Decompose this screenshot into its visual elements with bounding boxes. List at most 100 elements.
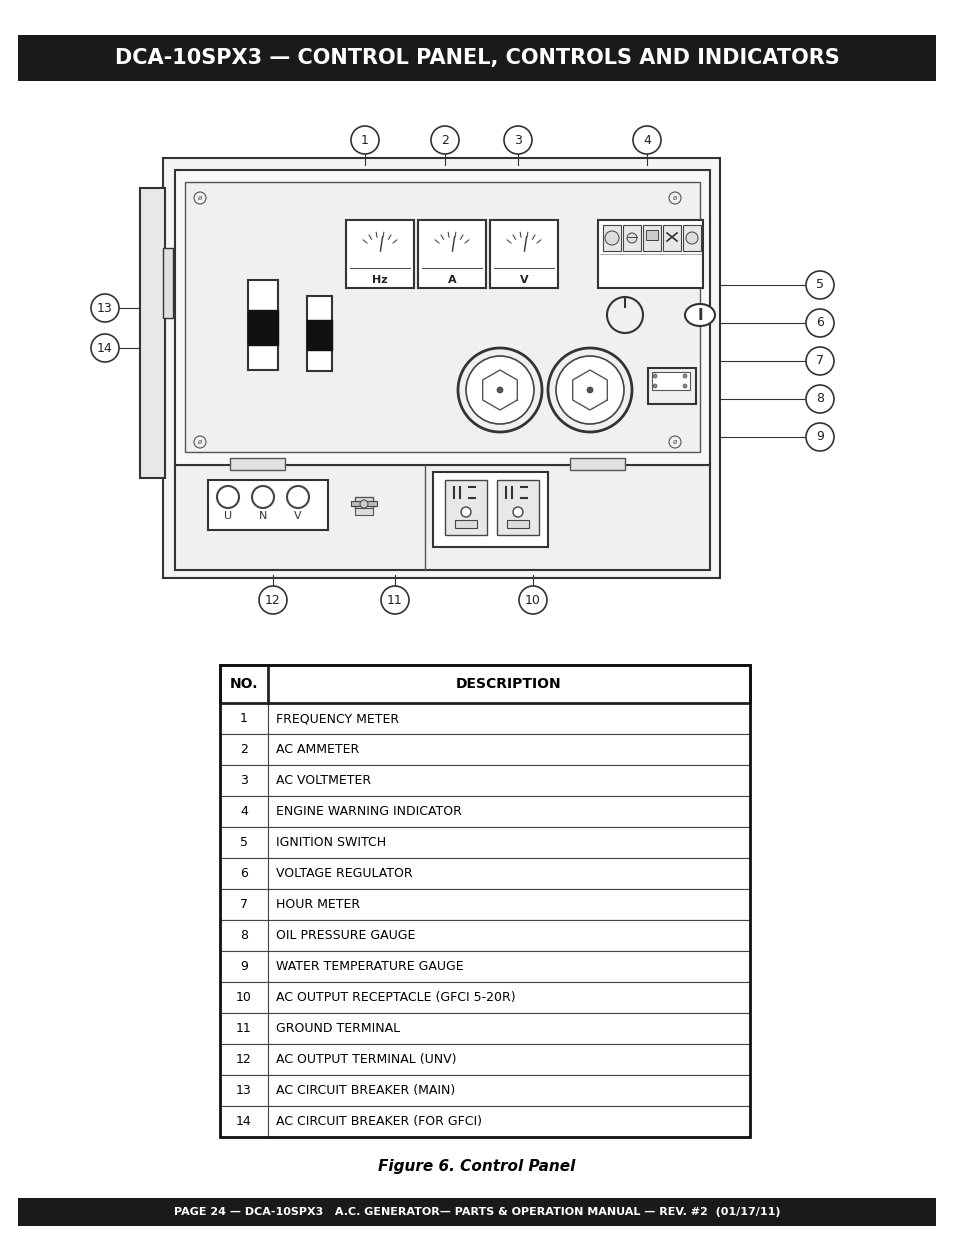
- Text: 9: 9: [815, 431, 823, 443]
- Circle shape: [287, 487, 309, 508]
- Bar: [645, 230, 658, 240]
- Bar: [220, 827, 749, 858]
- Circle shape: [626, 233, 637, 243]
- Text: ø: ø: [197, 195, 202, 201]
- Bar: [220, 1013, 749, 1044]
- Text: 3: 3: [514, 133, 521, 147]
- Circle shape: [556, 356, 623, 424]
- Circle shape: [586, 387, 593, 393]
- Circle shape: [652, 374, 657, 378]
- Text: 11: 11: [387, 594, 402, 606]
- Text: 3: 3: [240, 774, 248, 787]
- Text: PAGE 24 — DCA-10SPX3   A.C. GENERATOR— PARTS & OPERATION MANUAL — REV. #2  (01/1: PAGE 24 — DCA-10SPX3 A.C. GENERATOR— PAR…: [173, 1207, 780, 1216]
- Circle shape: [252, 487, 274, 508]
- Circle shape: [668, 191, 680, 204]
- Bar: [497, 480, 538, 535]
- Bar: [220, 1074, 749, 1107]
- Bar: [220, 858, 749, 889]
- Circle shape: [513, 508, 522, 517]
- Text: 5: 5: [815, 279, 823, 291]
- Text: 2: 2: [440, 133, 449, 147]
- Text: 12: 12: [265, 594, 280, 606]
- Circle shape: [805, 347, 833, 375]
- Bar: [220, 664, 749, 1137]
- Circle shape: [460, 508, 471, 517]
- Text: 6: 6: [815, 316, 823, 330]
- Bar: [506, 520, 529, 529]
- Circle shape: [547, 348, 631, 432]
- Bar: [355, 508, 373, 515]
- Text: AC CIRCUIT BREAKER (FOR GFCI): AC CIRCUIT BREAKER (FOR GFCI): [275, 1115, 481, 1128]
- Circle shape: [805, 385, 833, 412]
- Circle shape: [805, 309, 833, 337]
- Bar: [662, 225, 680, 251]
- Circle shape: [805, 270, 833, 299]
- Text: ENGINE WARNING INDICATOR: ENGINE WARNING INDICATOR: [275, 805, 461, 818]
- Text: 4: 4: [240, 805, 248, 818]
- Bar: [220, 982, 749, 1013]
- Ellipse shape: [684, 304, 714, 326]
- Text: 7: 7: [815, 354, 823, 368]
- Text: AC AMMETER: AC AMMETER: [275, 743, 359, 756]
- Text: AC OUTPUT RECEPTACLE (GFCI 5-20R): AC OUTPUT RECEPTACLE (GFCI 5-20R): [275, 990, 515, 1004]
- Circle shape: [668, 436, 680, 448]
- Circle shape: [359, 500, 368, 508]
- Circle shape: [518, 585, 546, 614]
- Text: 13: 13: [236, 1084, 252, 1097]
- Circle shape: [805, 424, 833, 451]
- Text: 4: 4: [642, 133, 650, 147]
- Bar: [220, 1107, 749, 1137]
- Circle shape: [457, 348, 541, 432]
- Bar: [220, 734, 749, 764]
- Bar: [248, 310, 277, 345]
- Bar: [174, 466, 709, 571]
- Circle shape: [193, 191, 206, 204]
- Text: 13: 13: [97, 301, 112, 315]
- Bar: [455, 520, 476, 529]
- Circle shape: [380, 585, 409, 614]
- Bar: [163, 248, 172, 317]
- Bar: [220, 889, 749, 920]
- Text: 7: 7: [240, 898, 248, 911]
- Bar: [346, 220, 414, 288]
- Circle shape: [497, 387, 502, 393]
- Text: Hz: Hz: [372, 275, 388, 285]
- Circle shape: [685, 232, 698, 245]
- Bar: [220, 764, 749, 797]
- Bar: [682, 225, 700, 251]
- Text: ø: ø: [672, 438, 677, 445]
- Bar: [355, 496, 373, 509]
- Bar: [185, 182, 700, 452]
- Bar: [598, 220, 702, 288]
- Bar: [220, 797, 749, 827]
- Text: AC VOLTMETER: AC VOLTMETER: [275, 774, 371, 787]
- Text: A: A: [447, 275, 456, 285]
- Text: IGNITION SWITCH: IGNITION SWITCH: [275, 836, 386, 848]
- Bar: [307, 320, 332, 350]
- Text: GROUND TERMINAL: GROUND TERMINAL: [275, 1023, 399, 1035]
- Text: 2: 2: [240, 743, 248, 756]
- Text: N: N: [258, 511, 267, 521]
- Bar: [602, 225, 620, 251]
- Circle shape: [652, 384, 657, 388]
- Text: Figure 6. Control Panel: Figure 6. Control Panel: [378, 1160, 575, 1174]
- Circle shape: [258, 585, 287, 614]
- Text: 14: 14: [97, 342, 112, 354]
- Bar: [642, 225, 660, 251]
- Text: AC OUTPUT TERMINAL (UNV): AC OUTPUT TERMINAL (UNV): [275, 1053, 456, 1066]
- Circle shape: [465, 356, 534, 424]
- Bar: [18, 35, 935, 82]
- Bar: [220, 664, 749, 703]
- Text: ø: ø: [672, 195, 677, 201]
- Bar: [220, 951, 749, 982]
- Bar: [490, 220, 558, 288]
- Bar: [220, 703, 749, 734]
- Bar: [140, 188, 165, 478]
- Bar: [220, 1044, 749, 1074]
- Circle shape: [682, 374, 686, 378]
- Circle shape: [91, 333, 119, 362]
- Text: VOLTAGE REGULATOR: VOLTAGE REGULATOR: [275, 867, 413, 881]
- Circle shape: [216, 487, 239, 508]
- Circle shape: [682, 384, 686, 388]
- Text: 8: 8: [240, 929, 248, 942]
